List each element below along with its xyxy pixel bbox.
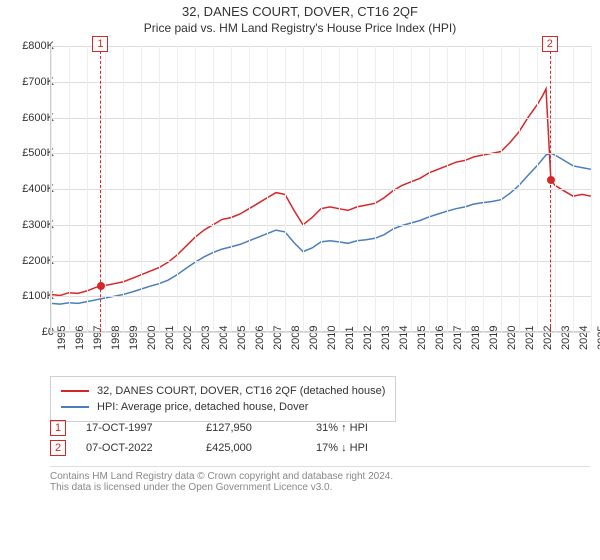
x-tick-label: 2003 [200,336,212,350]
x-tick-label: 2006 [254,336,266,350]
sale-row-date: 07-OCT-2022 [86,442,186,454]
x-tick-label: 2009 [308,336,320,350]
y-tick-label: £500K [10,147,54,159]
y-tick-label: £200K [10,255,54,267]
x-tick-label: 1997 [92,336,104,350]
x-tick-label: 2014 [398,336,410,350]
x-tick-label: 2015 [416,336,428,350]
x-tick-label: 2001 [164,336,176,350]
x-tick-label: 2011 [344,336,356,350]
marker-line-2 [550,46,551,332]
x-tick-label: 1996 [74,336,86,350]
x-tick-label: 2024 [578,336,590,350]
sale-data-table: 1 17-OCT-1997 £127,950 31% ↑ HPI 2 07-OCT-202… [50,418,406,458]
x-tick-label: 2000 [146,336,158,350]
x-tick-label: 2012 [362,336,374,350]
y-tick-label: £600K [10,112,54,124]
x-tick-label: 2021 [524,336,536,350]
chart-footer: Contains HM Land Registry data © Crown c… [50,466,590,493]
x-tick-label: 2025 [596,336,600,350]
y-tick-label: £400K [10,183,54,195]
x-tick-label: 2002 [182,336,194,350]
x-tick-label: 1999 [128,336,140,350]
x-tick-label: 2018 [470,336,482,350]
x-tick-label: 2020 [506,336,518,350]
x-tick-label: 2008 [290,336,302,350]
x-tick-label: 1995 [56,336,68,350]
x-tick-label: 1998 [110,336,122,350]
x-tick-label: 2016 [434,336,446,350]
sale-row: 2 07-OCT-2022 £425,000 17% ↓ HPI [50,438,406,458]
chart-legend: 32, DANES COURT, DOVER, CT16 2QF (detach… [50,376,396,422]
sale-row-price: £127,950 [206,422,296,434]
legend-item: HPI: Average price, detached house, Dove… [61,399,385,415]
x-tick-label: 2017 [452,336,464,350]
sale-row-marker: 2 [50,440,66,456]
sale-row: 1 17-OCT-1997 £127,950 31% ↑ HPI [50,418,406,438]
x-tick-label: 2023 [560,336,572,350]
y-tick-label: £0 [10,326,54,338]
y-tick-label: £300K [10,219,54,231]
chart-title-main: 32, DANES COURT, DOVER, CT16 2QF [0,4,600,19]
x-tick-label: 2019 [488,336,500,350]
sale-row-pct: 31% ↑ HPI [316,422,406,434]
footer-line-1: Contains HM Land Registry data © Crown c… [50,471,590,482]
legend-swatch [61,390,89,392]
y-tick-label: £100K [10,290,54,302]
y-tick-label: £700K [10,76,54,88]
legend-item: 32, DANES COURT, DOVER, CT16 2QF (detach… [61,383,385,399]
legend-swatch [61,406,89,408]
footer-line-2: This data is licensed under the Open Gov… [50,482,590,493]
x-tick-label: 2010 [326,336,338,350]
x-tick-label: 2022 [542,336,554,350]
marker-flag-1: 1 [92,36,108,52]
sale-row-date: 17-OCT-1997 [86,422,186,434]
x-tick-label: 2004 [218,336,230,350]
legend-label: 32, DANES COURT, DOVER, CT16 2QF (detach… [97,385,385,397]
marker-line-1 [100,46,101,332]
x-tick-label: 2005 [236,336,248,350]
sale-row-price: £425,000 [206,442,296,454]
sale-row-marker: 1 [50,420,66,436]
sale-point [97,282,105,290]
x-tick-label: 2007 [272,336,284,350]
x-tick-label: 2013 [380,336,392,350]
chart-title-sub: Price paid vs. HM Land Registry's House … [0,21,600,35]
chart-plot-area [50,46,590,332]
y-tick-label: £800K [10,40,54,52]
sale-point [547,176,555,184]
marker-flag-2: 2 [542,36,558,52]
sale-row-pct: 17% ↓ HPI [316,442,406,454]
legend-label: HPI: Average price, detached house, Dove… [97,401,308,413]
